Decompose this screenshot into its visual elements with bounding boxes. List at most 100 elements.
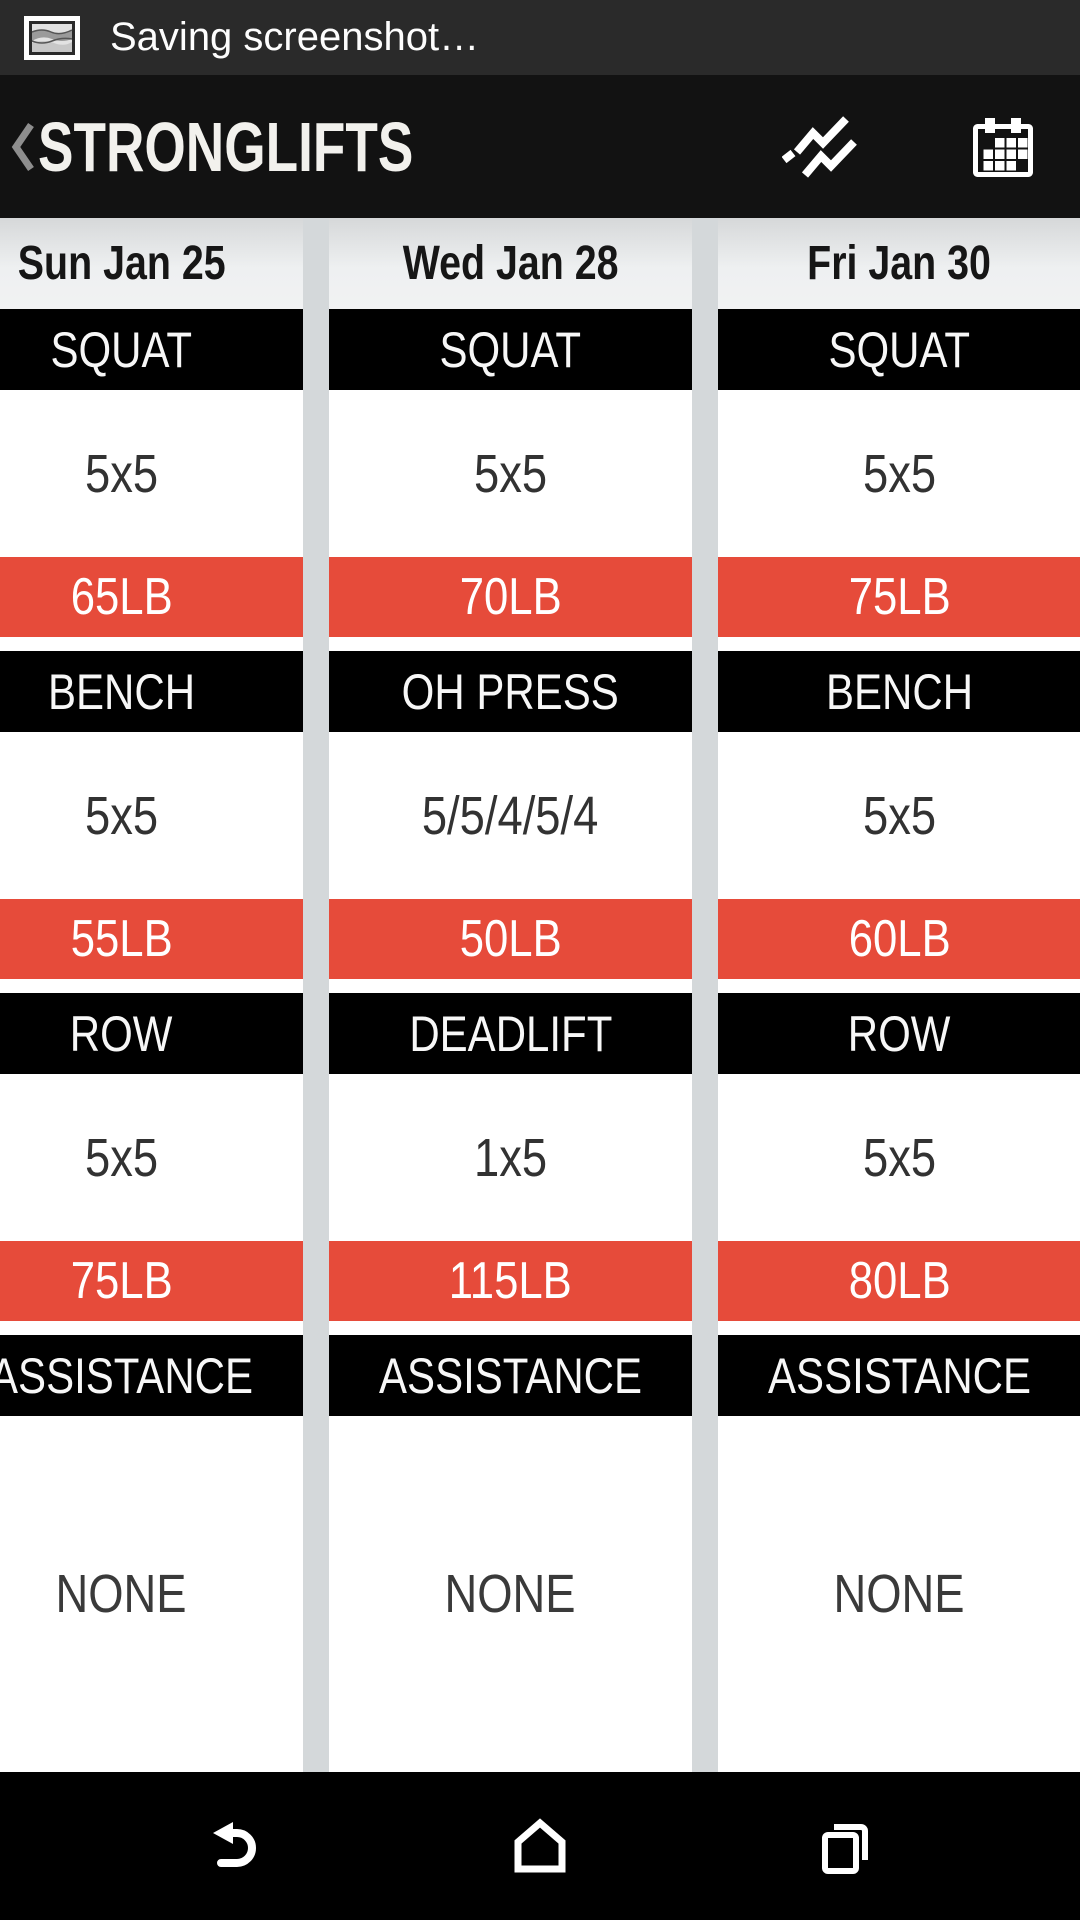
exercise-name-cell[interactable]: SQUAT <box>718 309 1080 390</box>
exercise-weight-label: 60LB <box>848 910 951 968</box>
assistance-header-label: ASSISTANCE <box>0 1347 253 1404</box>
exercise-sets-label: 5x5 <box>84 785 159 846</box>
exercise-weight-cell[interactable]: 115LB <box>329 1241 692 1321</box>
workout-date-label: Sun Jan 25 <box>17 237 226 290</box>
exercise-weight-label: 75LB <box>70 1252 173 1310</box>
workout-column-fri-jan-30: Fri Jan 30 SQUAT 5x5 75LB BENCH 5x5 60LB… <box>718 218 1080 1772</box>
exercise-weight-cell[interactable]: 60LB <box>718 899 1080 979</box>
workout-date-label: Wed Jan 28 <box>402 237 619 290</box>
workout-column-sun-jan-25: Sun Jan 25 SQUAT 5x5 65LB BENCH 5x5 55LB… <box>0 218 303 1772</box>
nav-recents-icon <box>816 1818 872 1874</box>
back-chevron-icon <box>10 121 36 173</box>
exercise-sets-label: 5x5 <box>862 785 937 846</box>
assistance-value-cell[interactable]: NONE <box>329 1416 692 1772</box>
exercise-name-cell[interactable]: SQUAT <box>0 309 303 390</box>
exercise-name-label: ROW <box>70 1005 173 1062</box>
exercise-sets-cell[interactable]: 5x5 <box>0 390 303 557</box>
exercise-name-label: BENCH <box>47 663 196 720</box>
exercise-name-cell[interactable]: OH PRESS <box>329 651 692 732</box>
exercise-weight-cell[interactable]: 75LB <box>0 1241 303 1321</box>
assistance-value-label: NONE <box>833 1564 966 1624</box>
exercise-weight-label: 75LB <box>848 568 951 626</box>
exercise-name-cell[interactable]: ROW <box>718 993 1080 1074</box>
app-bar: STRONGLIFTS <box>0 75 1080 218</box>
exercise-name-label: DEADLIFT <box>408 1005 613 1062</box>
nav-home-icon <box>512 1818 568 1874</box>
back-button[interactable]: STRONGLIFTS <box>10 75 532 218</box>
exercise-weight-label: 50LB <box>459 910 562 968</box>
exercise-weight-cell[interactable]: 75LB <box>718 557 1080 637</box>
progress-graph-button[interactable] <box>782 114 858 180</box>
row-divider <box>718 1321 1080 1335</box>
nav-recents-button[interactable] <box>814 1816 874 1876</box>
exercise-sets-cell[interactable]: 5x5 <box>718 390 1080 557</box>
exercise-weight-label: 55LB <box>70 910 173 968</box>
status-text: Saving screenshot… <box>110 15 480 59</box>
exercise-sets-cell[interactable]: 5x5 <box>718 1074 1080 1241</box>
exercise-sets-cell[interactable]: 5x5 <box>329 390 692 557</box>
exercise-weight-cell[interactable]: 50LB <box>329 899 692 979</box>
workout-board: Sun Jan 25 SQUAT 5x5 65LB BENCH 5x5 55LB… <box>0 218 1080 1772</box>
workout-date-label: Fri Jan 30 <box>807 237 992 290</box>
exercise-name-label: SQUAT <box>828 321 971 378</box>
exercise-name-label: OH PRESS <box>401 663 620 720</box>
exercise-sets-cell[interactable]: 5x5 <box>0 1074 303 1241</box>
assistance-value-cell[interactable]: NONE <box>718 1416 1080 1772</box>
calendar-button[interactable] <box>970 115 1036 179</box>
nav-back-icon <box>205 1819 267 1873</box>
exercise-name-cell[interactable]: BENCH <box>718 651 1080 732</box>
assistance-header-cell[interactable]: ASSISTANCE <box>329 1335 692 1416</box>
exercise-sets-label: 5x5 <box>84 443 159 504</box>
exercise-sets-cell[interactable]: 5/5/4/5/4 <box>329 732 692 899</box>
android-nav-bar <box>0 1772 1080 1920</box>
exercise-sets-label: 5/5/4/5/4 <box>422 785 599 846</box>
exercise-weight-label: 65LB <box>70 568 173 626</box>
assistance-header-cell[interactable]: ASSISTANCE <box>0 1335 303 1416</box>
exercise-weight-cell[interactable]: 80LB <box>718 1241 1080 1321</box>
exercise-sets-cell[interactable]: 1x5 <box>329 1074 692 1241</box>
assistance-header-label: ASSISTANCE <box>379 1347 642 1404</box>
row-divider <box>0 1321 303 1335</box>
exercise-sets-label: 5x5 <box>862 443 937 504</box>
exercise-weight-label: 70LB <box>459 568 562 626</box>
exercise-sets-label: 5x5 <box>473 443 548 504</box>
row-divider <box>718 637 1080 651</box>
calendar-icon <box>970 115 1036 179</box>
workout-date[interactable]: Sun Jan 25 <box>0 218 303 309</box>
row-divider <box>329 1321 692 1335</box>
status-bar: Saving screenshot… <box>0 0 1080 75</box>
row-divider <box>0 979 303 993</box>
nav-home-button[interactable] <box>510 1816 570 1876</box>
assistance-value-cell[interactable]: NONE <box>0 1416 303 1772</box>
page-title: STRONGLIFTS <box>38 107 414 186</box>
exercise-sets-label: 5x5 <box>84 1127 159 1188</box>
workout-column-wed-jan-28: Wed Jan 28 SQUAT 5x5 70LB OH PRESS 5/5/4… <box>329 218 692 1772</box>
row-divider <box>329 637 692 651</box>
assistance-value-label: NONE <box>55 1564 188 1624</box>
exercise-sets-cell[interactable]: 5x5 <box>718 732 1080 899</box>
exercise-sets-label: 5x5 <box>862 1127 937 1188</box>
exercise-name-label: BENCH <box>825 663 974 720</box>
exercise-weight-label: 115LB <box>448 1252 573 1310</box>
exercise-name-cell[interactable]: SQUAT <box>329 309 692 390</box>
row-divider <box>718 979 1080 993</box>
exercise-weight-cell[interactable]: 70LB <box>329 557 692 637</box>
row-divider <box>0 637 303 651</box>
exercise-name-cell[interactable]: ROW <box>0 993 303 1074</box>
workout-date[interactable]: Wed Jan 28 <box>329 218 692 309</box>
assistance-header-cell[interactable]: ASSISTANCE <box>718 1335 1080 1416</box>
exercise-name-cell[interactable]: BENCH <box>0 651 303 732</box>
exercise-sets-cell[interactable]: 5x5 <box>0 732 303 899</box>
assistance-header-label: ASSISTANCE <box>768 1347 1031 1404</box>
screenshot-thumbnail-icon <box>24 15 80 60</box>
exercise-name-cell[interactable]: DEADLIFT <box>329 993 692 1074</box>
exercise-name-label: ROW <box>848 1005 951 1062</box>
exercise-sets-label: 1x5 <box>473 1127 548 1188</box>
exercise-weight-cell[interactable]: 65LB <box>0 557 303 637</box>
nav-back-button[interactable] <box>206 1816 266 1876</box>
workout-date[interactable]: Fri Jan 30 <box>718 218 1080 309</box>
exercise-name-label: SQUAT <box>50 321 193 378</box>
exercise-weight-cell[interactable]: 55LB <box>0 899 303 979</box>
assistance-value-label: NONE <box>444 1564 577 1624</box>
exercise-weight-label: 80LB <box>848 1252 951 1310</box>
